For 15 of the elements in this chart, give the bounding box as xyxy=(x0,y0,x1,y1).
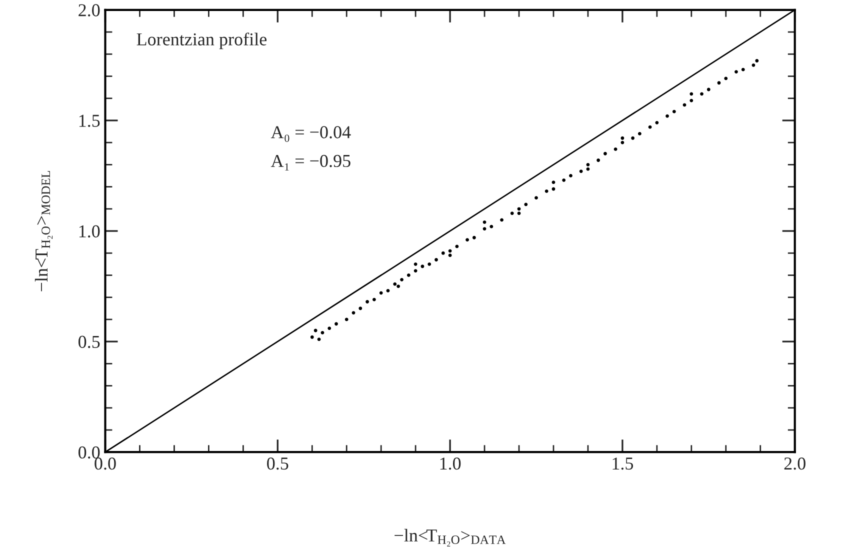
y-axis-title: −ln<T$_{H₂O}$>$_{MODEL}$ xyxy=(34,171,53,292)
y-tick-label: 0.5 xyxy=(78,336,100,348)
y-tick-label: 1.5 xyxy=(79,114,100,127)
annotation: A₀ = −0.04 xyxy=(270,126,351,142)
x-tick-label: 0.5 xyxy=(267,457,288,470)
x-tick-label: 1.0 xyxy=(440,457,461,470)
x-axis-title: −ln<T$_{H₂O}$>$_{DATA}$ xyxy=(394,528,506,546)
x-tick-label: 2.0 xyxy=(784,457,806,470)
x-tick-label: 1.5 xyxy=(612,458,634,470)
y-tick-label: 0.0 xyxy=(78,446,100,459)
annotation: A₁ = −0.95 xyxy=(270,154,350,170)
y-tick-label: 2.0 xyxy=(78,4,100,16)
annotation: Lorentzian profile xyxy=(136,32,266,50)
y-tick-label: 1.0 xyxy=(79,225,100,238)
x-tick-label: 0.0 xyxy=(94,457,116,470)
